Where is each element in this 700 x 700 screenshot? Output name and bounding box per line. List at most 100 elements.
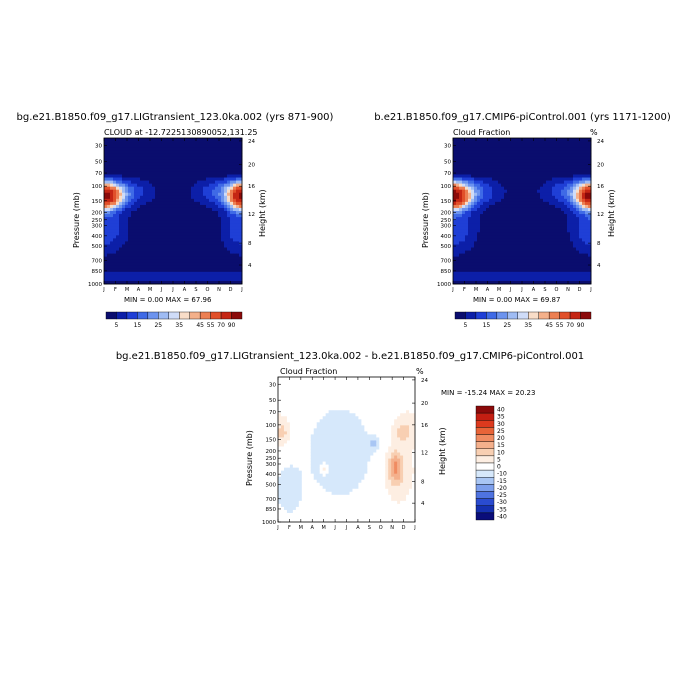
field-cell bbox=[203, 153, 207, 157]
field-cell bbox=[149, 271, 153, 276]
field-cell bbox=[206, 226, 210, 230]
field-cell bbox=[215, 144, 219, 148]
field-cell bbox=[206, 271, 210, 276]
field-cell bbox=[191, 253, 195, 258]
field-cell bbox=[182, 271, 186, 276]
field-cell bbox=[489, 259, 493, 264]
field-cell bbox=[131, 223, 135, 227]
field-cell bbox=[215, 141, 219, 145]
field-cell bbox=[233, 180, 237, 185]
field-cell bbox=[191, 211, 195, 215]
field-cell bbox=[489, 147, 493, 151]
field-cell bbox=[200, 171, 204, 175]
field-cell bbox=[480, 217, 484, 221]
field-cell bbox=[179, 147, 183, 151]
field-cell bbox=[161, 195, 165, 200]
field-cell bbox=[215, 277, 219, 282]
field-cell bbox=[170, 253, 174, 258]
field-cell bbox=[456, 265, 460, 270]
field-cell bbox=[203, 247, 207, 251]
field-cell bbox=[110, 250, 114, 254]
field-cell bbox=[125, 250, 129, 254]
field-cell bbox=[215, 259, 219, 264]
field-cell bbox=[149, 253, 153, 258]
field-cell bbox=[227, 159, 231, 163]
field-cell bbox=[489, 235, 493, 239]
field-cell bbox=[164, 268, 168, 273]
field-cell bbox=[236, 262, 240, 267]
field-cell bbox=[182, 207, 186, 212]
field-cell bbox=[459, 277, 463, 282]
field-cell bbox=[456, 247, 460, 251]
field-cell bbox=[194, 256, 198, 261]
field-cell bbox=[134, 241, 138, 245]
field-cell bbox=[278, 422, 282, 426]
field-cell bbox=[152, 241, 156, 245]
field-cell bbox=[140, 192, 144, 197]
field-cell bbox=[131, 238, 135, 242]
field-cell bbox=[474, 192, 478, 197]
field-cell bbox=[158, 280, 162, 285]
field-cell bbox=[107, 232, 111, 236]
field-cell bbox=[137, 204, 141, 209]
field-cell bbox=[230, 189, 234, 194]
field-cell bbox=[468, 192, 472, 197]
field-cell bbox=[233, 271, 237, 276]
field-cell bbox=[197, 147, 201, 151]
field-cell bbox=[185, 180, 189, 185]
field-cell bbox=[286, 443, 291, 447]
field-cell bbox=[278, 383, 282, 387]
field-cell bbox=[107, 244, 111, 248]
field-cell bbox=[191, 150, 195, 154]
field-cell bbox=[221, 217, 225, 221]
field-cell bbox=[280, 404, 285, 408]
field-cell bbox=[176, 180, 180, 185]
field-cell bbox=[128, 238, 132, 242]
field-cell bbox=[471, 195, 475, 200]
field-cell bbox=[173, 165, 177, 169]
field-cell bbox=[176, 253, 180, 258]
field-cell bbox=[125, 244, 129, 248]
field-cell bbox=[462, 186, 466, 191]
field-cell bbox=[125, 238, 129, 242]
y-tick-label: 30 bbox=[95, 143, 102, 149]
field-cell bbox=[218, 223, 222, 227]
field-cell bbox=[155, 207, 159, 212]
field-cell bbox=[167, 220, 171, 224]
field-cell bbox=[191, 280, 195, 285]
field-cell bbox=[185, 250, 189, 254]
field-cell bbox=[230, 141, 234, 145]
field-cell bbox=[480, 180, 484, 185]
field-cell bbox=[200, 201, 204, 206]
field-cell bbox=[143, 271, 147, 276]
field-cell bbox=[474, 235, 478, 239]
field-cell bbox=[283, 389, 288, 393]
field-cell bbox=[122, 147, 126, 151]
field-cell bbox=[134, 177, 138, 181]
field-cell bbox=[221, 280, 225, 285]
field-cell bbox=[224, 147, 228, 151]
field-cell bbox=[489, 174, 493, 178]
field-cell bbox=[209, 189, 213, 194]
field-cell bbox=[278, 380, 282, 384]
field-cell bbox=[125, 165, 129, 169]
field-cell bbox=[221, 247, 225, 251]
field-cell bbox=[185, 138, 189, 142]
field-cell bbox=[104, 186, 108, 191]
field-cell bbox=[164, 223, 168, 227]
field-cell bbox=[140, 277, 144, 282]
field-cell bbox=[149, 277, 153, 282]
field-cell bbox=[456, 277, 460, 282]
field-cell bbox=[173, 156, 177, 160]
field-cell bbox=[104, 168, 108, 172]
field-cell bbox=[131, 280, 135, 285]
field-cell bbox=[152, 174, 156, 178]
field-cell bbox=[456, 204, 460, 209]
field-cell bbox=[286, 416, 291, 420]
field-cell bbox=[456, 150, 460, 154]
field-cell bbox=[173, 204, 177, 209]
field-cell bbox=[224, 217, 228, 221]
field-cell bbox=[456, 274, 460, 279]
field-cell bbox=[134, 247, 138, 251]
field-cell bbox=[179, 192, 183, 197]
